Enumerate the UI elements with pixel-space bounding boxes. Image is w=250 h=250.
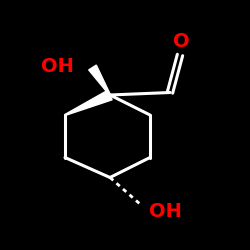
Polygon shape — [65, 90, 112, 116]
Text: O: O — [173, 32, 190, 51]
Text: OH: OH — [149, 202, 182, 221]
Text: OH: OH — [41, 57, 74, 76]
Polygon shape — [89, 65, 110, 95]
